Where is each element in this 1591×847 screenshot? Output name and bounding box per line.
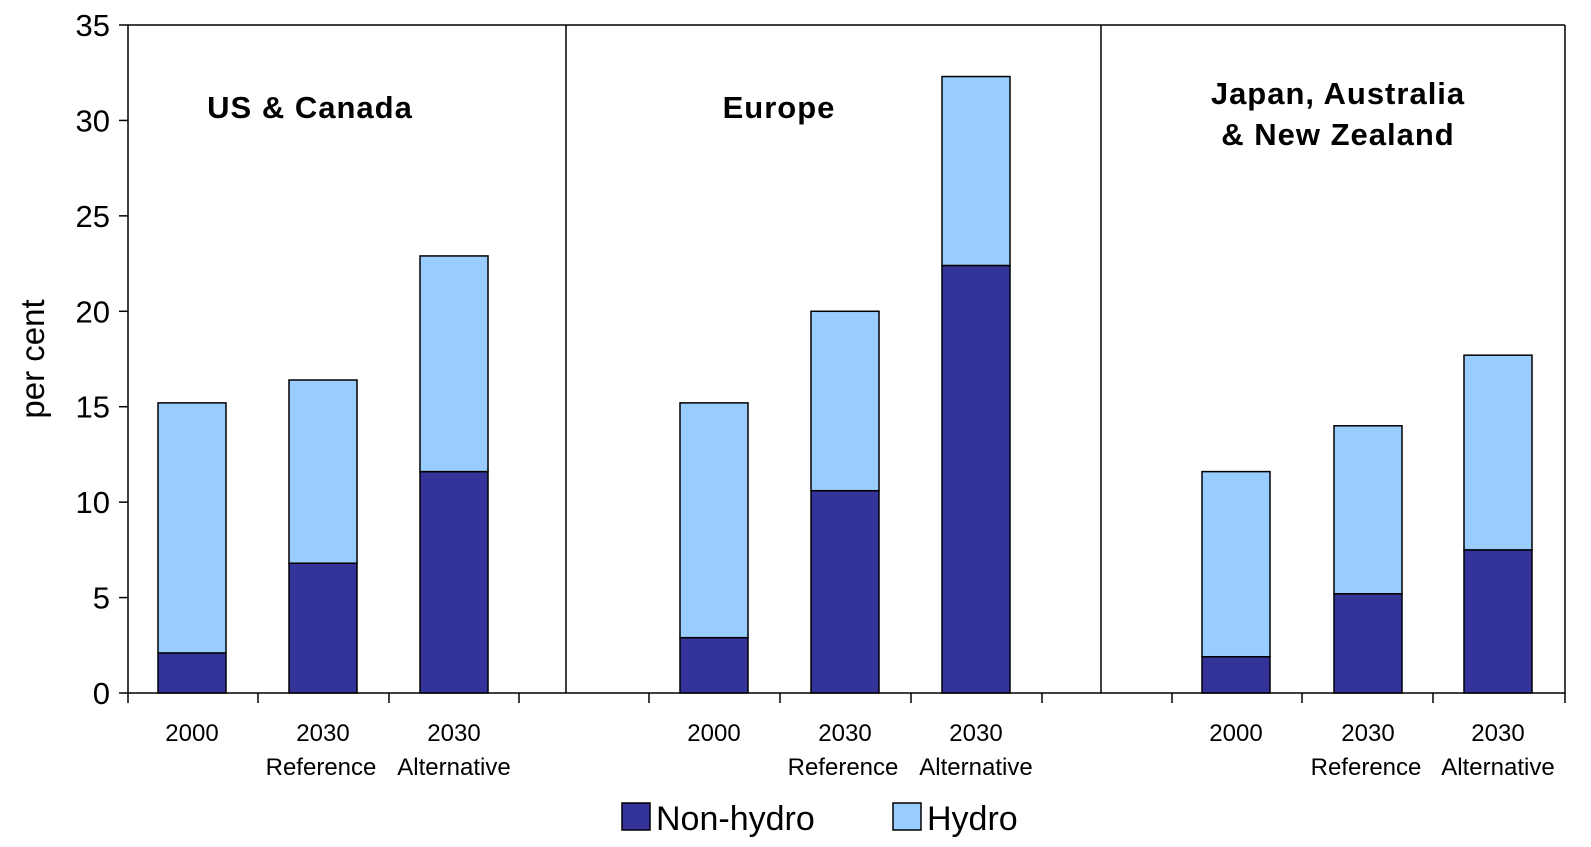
x-category-year: 2000 [165, 720, 218, 747]
bar-non-hydro [679, 636, 749, 694]
x-category-year: 2030 [1341, 720, 1394, 747]
x-category-scenario: Alternative [397, 754, 510, 781]
legend-item-non-hydro-swatch [621, 802, 651, 831]
bar-non-hydro [941, 264, 1011, 694]
x-category-scenario: Reference [788, 754, 899, 781]
bar-hydro [288, 379, 358, 564]
y-tick-label: 15 [76, 390, 110, 425]
x-category-year: 2030 [949, 720, 1002, 747]
bar-non-hydro [157, 652, 227, 694]
bar-non-hydro [1463, 549, 1533, 694]
x-category-year: 2030 [818, 720, 871, 747]
x-category-year: 2000 [687, 720, 740, 747]
bar-non-hydro [1201, 655, 1271, 694]
y-tick-label: 0 [93, 676, 110, 711]
panel-title-3: Japan, Australia [1211, 76, 1465, 111]
bar-hydro [1201, 470, 1271, 658]
y-tick-label: 25 [76, 199, 110, 234]
bar-hydro [1333, 425, 1403, 595]
x-category-year: 2000 [1209, 720, 1262, 747]
bar-non-hydro [810, 489, 880, 694]
x-category-year: 2030 [427, 720, 480, 747]
legend-item-non-hydro-label: Non-hydro [656, 800, 815, 838]
bar-hydro [810, 310, 880, 492]
y-axis-title: per cent [14, 299, 51, 418]
x-category-year: 2030 [1471, 720, 1524, 747]
bar-hydro [1463, 354, 1533, 551]
panel-title-3: & New Zealand [1221, 117, 1455, 152]
bar-hydro [157, 402, 227, 654]
y-tick-label: 10 [76, 485, 110, 520]
bar-hydro [679, 402, 749, 639]
legend-item-hydro-label: Hydro [927, 800, 1018, 838]
bar-hydro [419, 255, 489, 473]
x-category-scenario: Reference [266, 754, 377, 781]
y-tick-label: 5 [93, 581, 110, 616]
panel-title-1: US & Canada [207, 90, 413, 125]
bar-non-hydro [1333, 593, 1403, 694]
bar-non-hydro [288, 562, 358, 694]
x-category-year: 2030 [296, 720, 349, 747]
x-category-scenario: Alternative [1441, 754, 1554, 781]
bar-non-hydro [419, 470, 489, 694]
legend-item-hydro-swatch [892, 802, 922, 831]
y-tick-label: 30 [76, 103, 110, 138]
x-category-scenario: Reference [1311, 754, 1422, 781]
x-category-scenario: Alternative [919, 754, 1032, 781]
bar-hydro [941, 75, 1011, 267]
y-tick-label: 20 [76, 294, 110, 329]
y-tick-label: 35 [76, 8, 110, 43]
panel-title-2: Europe [723, 90, 836, 125]
